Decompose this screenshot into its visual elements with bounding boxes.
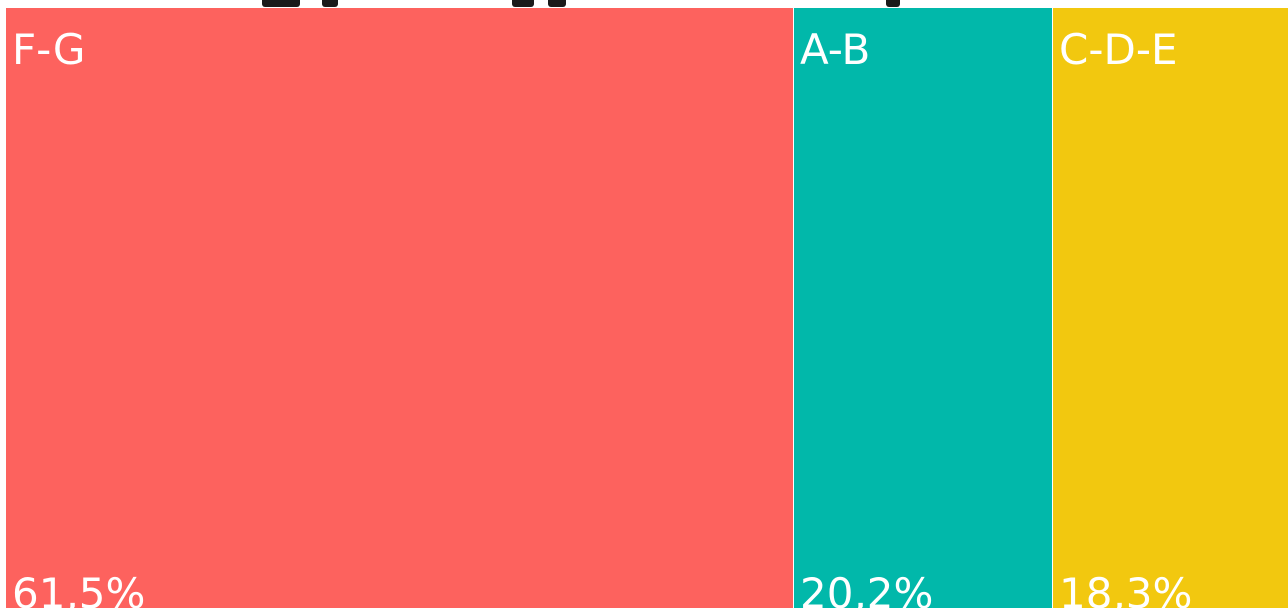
title-fragment xyxy=(322,0,338,7)
treemap-tile-a-b[interactable]: A-B 20,2% xyxy=(794,8,1053,608)
title-fragment xyxy=(886,0,900,7)
treemap-tile-label: F-G xyxy=(12,25,86,74)
treemap-tile-label: C-D-E xyxy=(1059,25,1178,74)
title-fragment xyxy=(262,0,300,7)
chart-title-cropped xyxy=(0,0,1288,8)
treemap-tile-value-label: 18,3% xyxy=(1059,569,1193,608)
title-fragment xyxy=(512,0,534,7)
title-fragment xyxy=(548,0,566,7)
treemap-tile-value-label: 20,2% xyxy=(800,569,934,608)
treemap-tile-value-label: 61,5% xyxy=(12,569,146,608)
treemap-plot-area: F-G 61,5% A-B 20,2% C-D-E 18,3% xyxy=(6,8,1288,608)
treemap-tile-c-d-e[interactable]: C-D-E 18,3% xyxy=(1053,8,1288,608)
treemap-tile-label: A-B xyxy=(800,25,871,74)
treemap-tile-f-g[interactable]: F-G 61,5% xyxy=(6,8,794,608)
